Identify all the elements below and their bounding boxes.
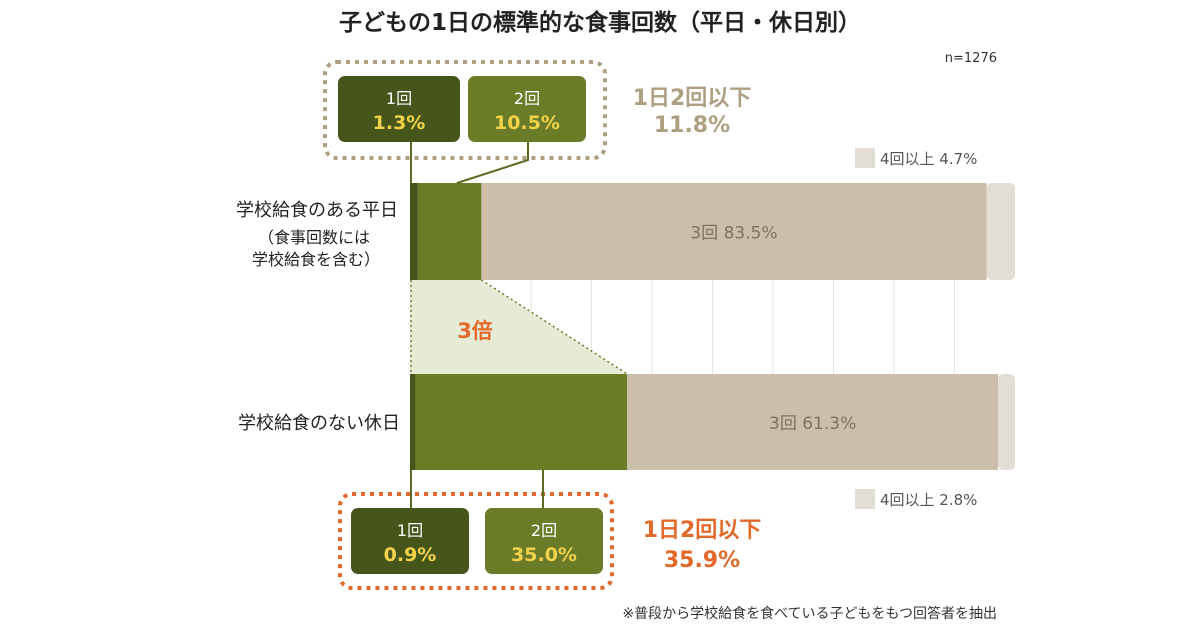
callout-value: 0.9% [384, 544, 437, 566]
summary-value: 35.9% [664, 548, 740, 573]
sample-size: n=1276 [945, 51, 997, 66]
summary-label: 1日2回以下 [633, 86, 752, 111]
chart-title: 子どもの1日の標準的な食事回数（平日・休日別） [339, 9, 861, 36]
bar-1-row-2 [410, 374, 416, 470]
callout-box-1 [338, 76, 460, 142]
callout-box-1 [351, 508, 469, 574]
legend-swatch-4 [855, 148, 875, 168]
connector-line [456, 142, 529, 184]
footnote: ※普段から学校給食を食べている子どもをもつ回答者を抽出 [622, 605, 997, 622]
bar-3-row-1 [481, 183, 987, 280]
bar-3-row-2 [627, 374, 999, 470]
category-sublabel: 学校給食を含む） [252, 250, 380, 269]
callout-frame [323, 60, 607, 160]
legend-label-4: 4回以上 4.7% [880, 150, 977, 168]
category-label: 学校給食のない休日 [238, 413, 400, 434]
callout-value: 10.5% [494, 112, 560, 134]
comparison-line [480, 279, 628, 375]
summary-value: 11.8% [654, 113, 730, 138]
callout-box-2 [468, 76, 586, 142]
bar-4-row-1 [986, 183, 1015, 280]
callout-name: 2回 [514, 89, 540, 108]
bar-2-row-2 [415, 374, 628, 470]
bar-1-row-1 [410, 183, 418, 280]
callout-frame [338, 492, 614, 590]
callout-box-2 [485, 508, 603, 574]
callout-value: 35.0% [511, 544, 577, 566]
category-sublabel: （食事回数には [258, 228, 370, 247]
comparison-area [410, 280, 628, 374]
legend-swatch-4 [855, 489, 875, 509]
callout-name: 1回 [386, 89, 412, 108]
bar-label-3: 3回 83.5% [690, 224, 777, 244]
bar-label-3: 3回 61.3% [769, 414, 856, 434]
legend-label-4: 4回以上 2.8% [880, 491, 977, 509]
category-label: 学校給食のある平日 [236, 200, 398, 221]
bar-4-row-2 [998, 374, 1015, 470]
bar-2-row-1 [417, 183, 482, 280]
callout-value: 1.3% [373, 112, 426, 134]
callout-name: 1回 [397, 521, 423, 540]
callout-name: 2回 [531, 521, 557, 540]
annotation-3x: 3倍 [457, 319, 493, 343]
summary-label: 1日2回以下 [643, 518, 762, 543]
